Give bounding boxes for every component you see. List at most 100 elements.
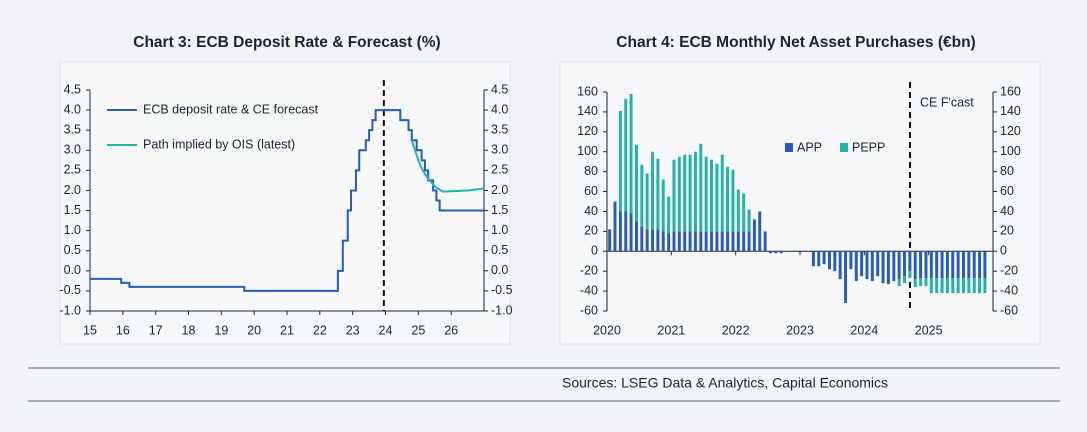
bar [897, 251, 901, 280]
bar [983, 278, 987, 294]
bar [967, 278, 971, 294]
x-tick-label: 16 [116, 323, 130, 337]
y2-tick-label: 1.0 [491, 223, 508, 237]
bar [651, 151, 655, 230]
bar [817, 251, 821, 267]
bar [972, 278, 976, 294]
bar [870, 251, 874, 282]
bar [892, 251, 896, 282]
bar [624, 98, 628, 212]
y-tick-label: -1.0 [59, 303, 81, 317]
y2-tick-label: 0.0 [491, 263, 508, 277]
y2-tick-label: 4.5 [491, 82, 508, 96]
bar [940, 278, 944, 294]
bar [903, 276, 906, 284]
bar [929, 278, 933, 294]
bar [704, 156, 708, 232]
bar [940, 251, 944, 279]
x-tick-label: 18 [182, 323, 196, 337]
y-tick-label: -60 [580, 303, 598, 317]
bar [742, 231, 746, 252]
bar [742, 193, 746, 232]
y-tick-label: 4.5 [64, 82, 81, 96]
bar [951, 251, 955, 279]
bar [667, 196, 671, 234]
bar [822, 251, 826, 265]
bar [945, 278, 949, 294]
y2-tick-label: 120 [1000, 124, 1021, 138]
bar [919, 251, 923, 279]
y-tick-label: -20 [580, 263, 598, 277]
panel-frame [559, 61, 1041, 345]
bar [667, 233, 671, 252]
bar [613, 201, 617, 252]
bar [731, 169, 735, 232]
bar [635, 144, 638, 222]
bar [962, 278, 965, 294]
y2-tick-label: 2.0 [491, 183, 508, 197]
bar [693, 151, 697, 232]
bar [747, 209, 751, 232]
legend-label: ECB deposit rate & CE forecast [143, 102, 319, 116]
bar [854, 251, 858, 282]
bar [897, 279, 901, 287]
bar [704, 231, 708, 252]
bar [903, 251, 906, 277]
bar [688, 154, 692, 232]
bar [983, 251, 987, 279]
x-tick-label: 2023 [786, 323, 814, 337]
annotation: CE F'cast [920, 95, 974, 109]
x-tick-label: 2024 [850, 323, 878, 337]
bar [726, 166, 730, 232]
y-tick-label: 160 [577, 84, 598, 98]
x-tick-label: 17 [149, 323, 163, 337]
bar [693, 231, 697, 252]
y2-tick-label: 20 [1000, 224, 1014, 238]
bar [618, 211, 622, 252]
bar [945, 251, 949, 279]
bar [758, 211, 762, 252]
y2-tick-label: -40 [1000, 283, 1018, 297]
legend-swatch [840, 143, 848, 152]
bar [967, 251, 971, 279]
y2-tick-label: 2.5 [491, 163, 508, 177]
bar [956, 251, 960, 279]
y-tick-label: 100 [577, 144, 598, 158]
y2-tick-label: -1.0 [491, 303, 513, 317]
y2-tick-label: 140 [1000, 104, 1021, 118]
bar [876, 251, 880, 277]
bar [683, 231, 687, 252]
x-tick-label: 24 [379, 323, 393, 337]
line-series [410, 139, 485, 193]
bar [710, 159, 713, 232]
y2-tick-label: -20 [1000, 263, 1018, 277]
bar [935, 278, 939, 294]
bar [731, 231, 735, 252]
bar [860, 251, 864, 277]
line-series [90, 109, 484, 292]
bar [828, 251, 831, 270]
bar [661, 231, 665, 252]
bar [865, 251, 869, 280]
bar [978, 251, 982, 279]
y-tick-label: 3.0 [64, 143, 81, 157]
bar [688, 231, 692, 252]
y2-tick-label: 1.5 [491, 203, 508, 217]
y2-tick-label: 160 [1000, 84, 1021, 98]
bar [962, 251, 965, 279]
bar [677, 231, 681, 252]
y2-tick-label: -60 [1000, 303, 1018, 317]
bar [908, 271, 912, 279]
y2-tick-label: -0.5 [491, 283, 513, 297]
bar [720, 231, 724, 252]
bar [677, 156, 681, 232]
y-tick-label: 1.5 [64, 203, 81, 217]
x-tick-label: 21 [280, 323, 294, 337]
y2-tick-label: 3.0 [491, 143, 508, 157]
y-tick-label: 0 [591, 244, 598, 258]
bar [640, 164, 644, 227]
bar [769, 251, 772, 254]
bar [978, 278, 982, 294]
